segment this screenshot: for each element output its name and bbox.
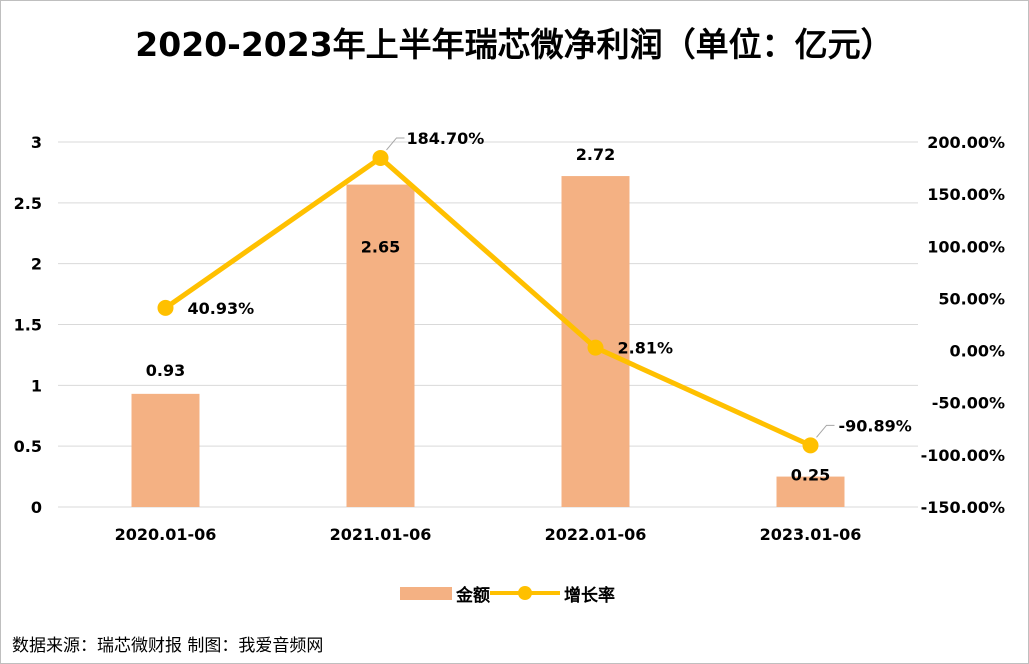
y-left-tick-label: 2 [31,255,42,274]
legend-item-growth: 增长率 [490,581,615,606]
bar-data-label: 2.65 [361,238,400,257]
legend: 金额 增长率 [400,580,615,606]
bar [346,184,415,508]
leader-line [386,137,405,151]
line-data-label: -90.89% [839,416,912,435]
line-data-label: 2.81% [618,339,674,358]
y-left-tick-label: 2.5 [14,194,42,213]
y-right-tick-label: 50.00% [938,289,1005,308]
leader-line [816,424,835,438]
y-left-tick-label: 3 [31,133,42,152]
y-left-tick-label: 0 [31,498,42,517]
source-note: 数据来源：瑞芯微财报 制图：我爱音频网 [12,636,324,656]
line-data-label: 184.70% [407,129,485,148]
chart-title: 2020-2023年上半年瑞芯微净利润（单位：亿元） [135,25,894,64]
legend-label-growth: 增长率 [564,585,615,606]
bar-data-label: 2.72 [576,145,615,164]
growth-point [587,339,604,356]
y-right-tick-label: -100.00% [921,446,1005,465]
x-tick-label: 2022.01-06 [545,525,647,544]
legend-swatch-bar [400,586,452,600]
bar-data-label: 0.93 [146,361,185,380]
growth-point [802,437,819,454]
line-data-label: 40.93% [188,299,255,318]
bar [131,393,200,507]
y-right-tick-label: -50.00% [932,394,1005,413]
growth-point [372,149,389,166]
bar [776,476,845,507]
legend-swatch-line [490,586,560,600]
y-right-tick-label: 150.00% [927,185,1005,204]
legend-item-amount: 金额 [400,581,490,606]
y-left-tick-label: 1 [31,376,42,395]
y-right-tick-label: 100.00% [927,237,1005,256]
growth-line [163,155,813,448]
y-right-tick-label: 200.00% [927,133,1005,152]
y-left-tick-label: 1.5 [14,316,42,335]
y-right-tick-label: -150.00% [921,498,1005,517]
x-tick-label: 2021.01-06 [330,525,432,544]
bar-data-label: 0.25 [791,466,830,485]
growth-point [157,299,174,316]
y-right-tick-label: 0.00% [949,342,1005,361]
x-tick-label: 2023.01-06 [760,525,862,544]
x-tick-label: 2020.01-06 [115,525,217,544]
y-left-tick-label: 0.5 [14,437,42,456]
legend-label-amount: 金额 [456,585,490,606]
